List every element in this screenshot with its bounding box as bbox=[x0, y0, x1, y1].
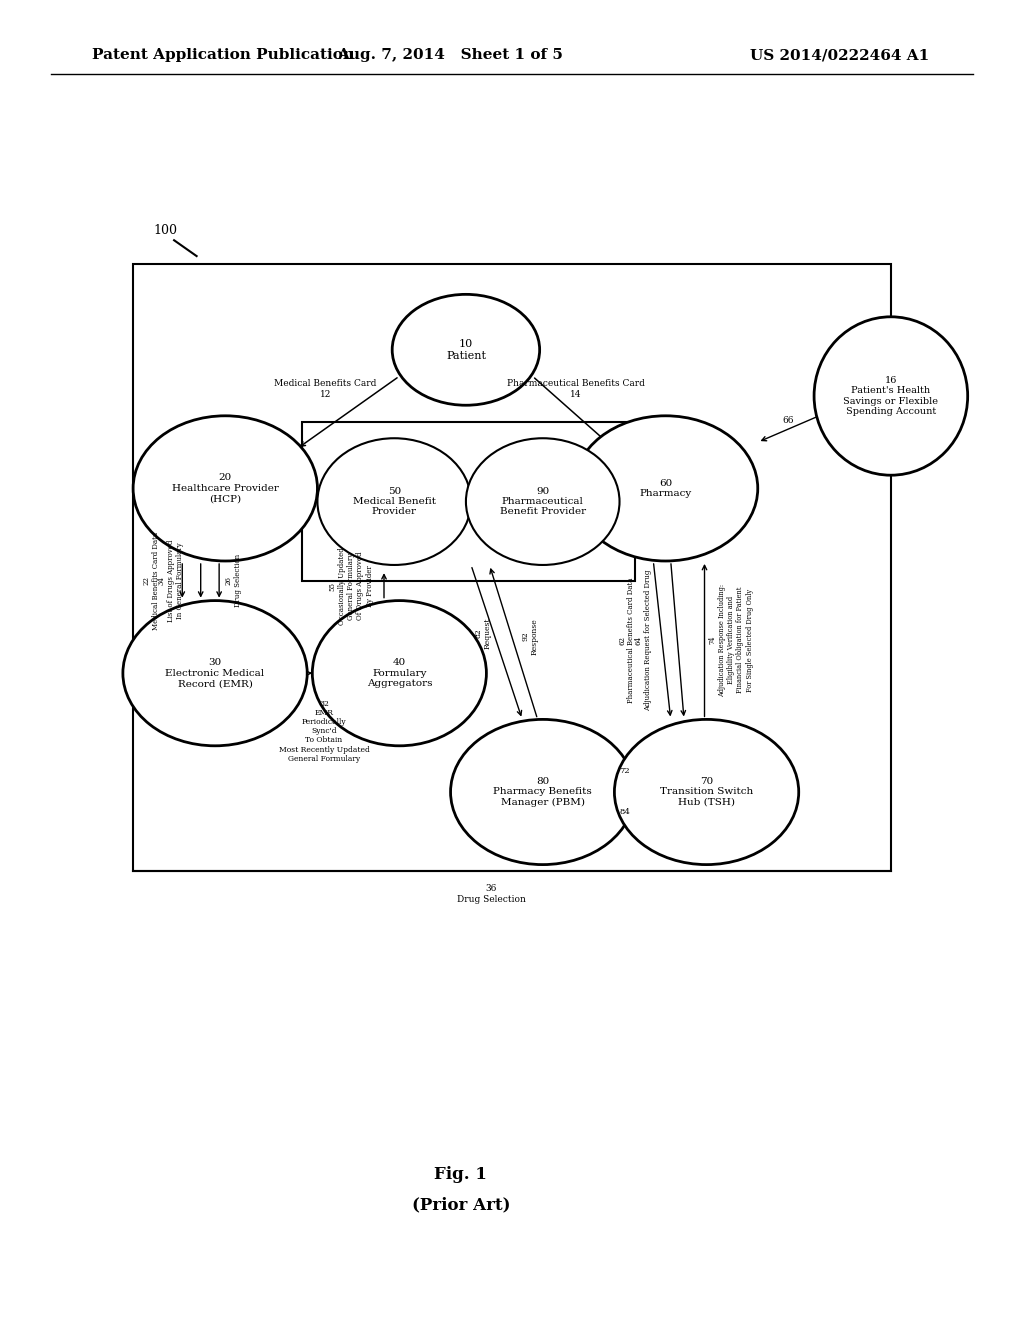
Text: 50
Medical Benefit
Provider: 50 Medical Benefit Provider bbox=[352, 487, 436, 516]
Text: Pharmaceutical Benefits Card
14: Pharmaceutical Benefits Card 14 bbox=[507, 379, 644, 399]
Ellipse shape bbox=[614, 719, 799, 865]
Ellipse shape bbox=[312, 601, 486, 746]
Text: 72: 72 bbox=[620, 767, 630, 775]
Text: Medical Benefits Card
12: Medical Benefits Card 12 bbox=[274, 379, 377, 399]
Bar bbox=[302, 422, 635, 581]
Text: 34
List of Drugs Approved
In General Formulary: 34 List of Drugs Approved In General For… bbox=[158, 540, 184, 622]
Text: US 2014/0222464 A1: US 2014/0222464 A1 bbox=[750, 49, 930, 62]
Text: 92
Response: 92 Response bbox=[522, 618, 539, 655]
Text: 60
Pharmacy: 60 Pharmacy bbox=[639, 479, 692, 498]
Text: 70
Transition Switch
Hub (TSH): 70 Transition Switch Hub (TSH) bbox=[659, 777, 754, 807]
Text: 32
EMR
Periodically
Sync'd
To Obtain
Most Recently Updated
General Formulary: 32 EMR Periodically Sync'd To Obtain Mos… bbox=[279, 700, 370, 763]
Text: 16
Patient's Health
Savings or Flexible
Spending Account: 16 Patient's Health Savings or Flexible … bbox=[844, 376, 938, 416]
Ellipse shape bbox=[392, 294, 540, 405]
Text: 36
Drug Selection: 36 Drug Selection bbox=[457, 884, 526, 904]
Text: 22
Medical Benefits Card Data: 22 Medical Benefits Card Data bbox=[143, 532, 160, 630]
Text: 20
Healthcare Provider
(HCP): 20 Healthcare Provider (HCP) bbox=[172, 474, 279, 503]
Ellipse shape bbox=[573, 416, 758, 561]
Text: Patent Application Publication: Patent Application Publication bbox=[92, 49, 354, 62]
Text: 10
Patient: 10 Patient bbox=[445, 339, 486, 360]
Text: 100: 100 bbox=[154, 224, 177, 238]
Ellipse shape bbox=[466, 438, 620, 565]
Bar bbox=[133, 264, 891, 871]
Ellipse shape bbox=[814, 317, 968, 475]
Text: (Prior Art): (Prior Art) bbox=[412, 1197, 510, 1213]
Text: 80
Pharmacy Benefits
Manager (PBM): 80 Pharmacy Benefits Manager (PBM) bbox=[494, 777, 592, 807]
Text: 26
Drug Selection: 26 Drug Selection bbox=[225, 554, 242, 607]
Ellipse shape bbox=[123, 601, 307, 746]
Ellipse shape bbox=[317, 438, 471, 565]
Text: 84: 84 bbox=[620, 808, 630, 816]
Text: 74
Adjudication Response Including:
Eligibility Verification and
Financial Oblig: 74 Adjudication Response Including: Elig… bbox=[709, 583, 754, 697]
Text: 30
Electronic Medical
Record (EMR): 30 Electronic Medical Record (EMR) bbox=[166, 659, 264, 688]
Text: 66: 66 bbox=[782, 416, 795, 425]
Text: 64
Adjudication Request for Selected Drug: 64 Adjudication Request for Selected Dru… bbox=[635, 569, 651, 711]
Ellipse shape bbox=[451, 719, 635, 865]
Text: 82
Request: 82 Request bbox=[475, 618, 492, 649]
Text: 62
Pharmaceutical Benefits Card Data: 62 Pharmaceutical Benefits Card Data bbox=[618, 577, 635, 704]
Text: 90
Pharmaceutical
Benefit Provider: 90 Pharmaceutical Benefit Provider bbox=[500, 487, 586, 516]
Text: 40
Formulary
Aggregators: 40 Formulary Aggregators bbox=[367, 659, 432, 688]
Text: Aug. 7, 2014   Sheet 1 of 5: Aug. 7, 2014 Sheet 1 of 5 bbox=[338, 49, 563, 62]
Text: 55
Occasionally Updated
General Formulary
Of Drugs Approved
By Provider: 55 Occasionally Updated General Formular… bbox=[329, 548, 374, 624]
Ellipse shape bbox=[133, 416, 317, 561]
Text: Fig. 1: Fig. 1 bbox=[434, 1167, 487, 1183]
